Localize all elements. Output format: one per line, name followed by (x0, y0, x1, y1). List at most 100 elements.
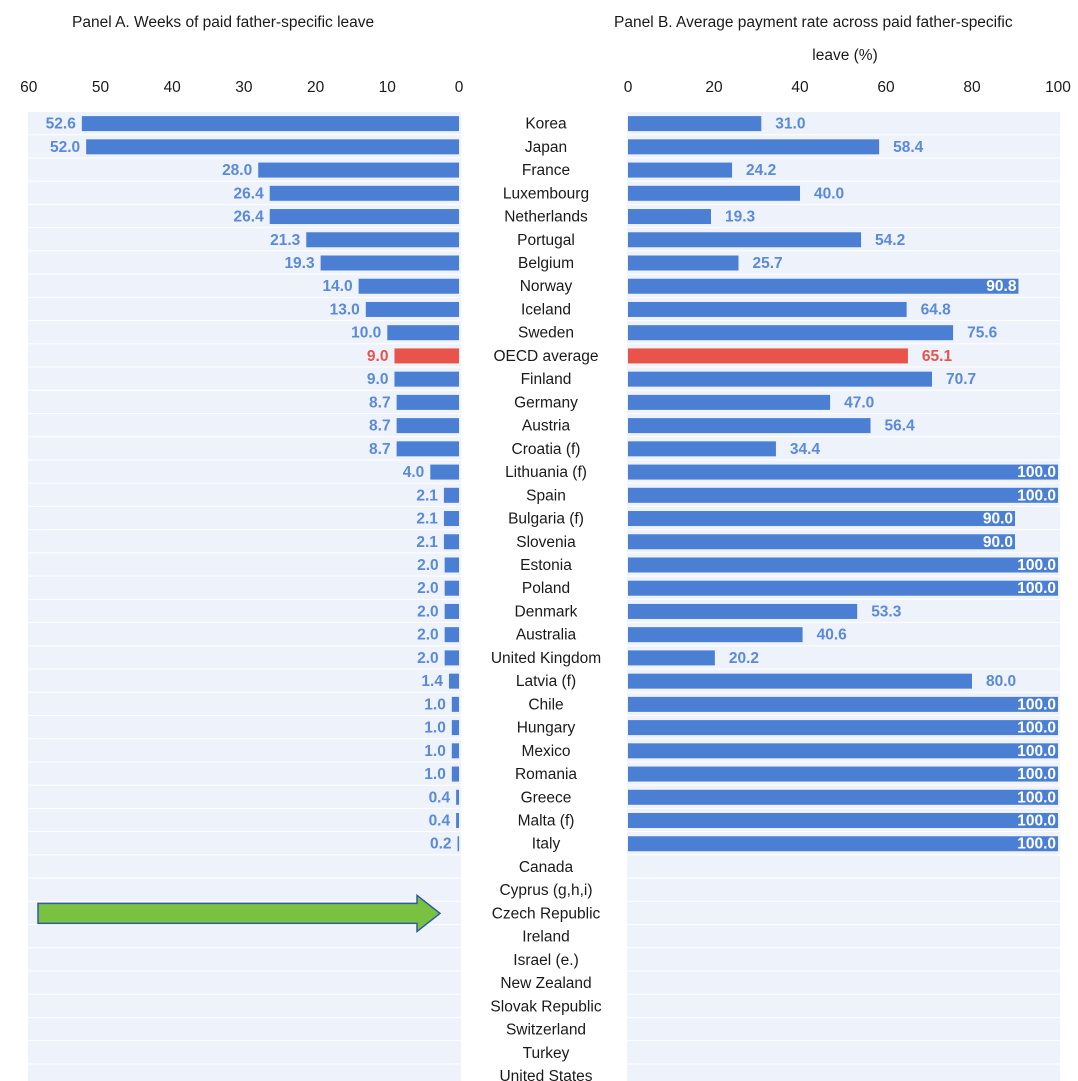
panel-a-value-hungary: 1.0 (424, 720, 446, 737)
panel-b-tick-80: 80 (963, 79, 981, 96)
panel-b-tick-20: 20 (705, 79, 723, 96)
panel-b-tick-60: 60 (877, 79, 895, 96)
country-label-japan: Japan (525, 139, 567, 156)
panel-a-value-portugal: 21.3 (270, 232, 301, 249)
country-label-slovenia: Slovenia (516, 534, 576, 551)
panel-a-value-italy: 0.2 (430, 836, 452, 853)
panel-b-bar-netherlands (628, 209, 711, 225)
country-label-oecd-average: OECD average (493, 348, 598, 365)
country-label-belgium: Belgium (518, 255, 574, 272)
band-a-bulgaria-f (28, 506, 461, 530)
panel-b-value-japan: 58.4 (893, 139, 924, 156)
band-b-turkey (627, 1041, 1060, 1064)
panel-b-bar-mexico (628, 743, 1058, 759)
band-a-turkey (28, 1041, 461, 1064)
panel-a-value-denmark: 2.0 (417, 603, 439, 620)
panel-a-bar-romania (451, 766, 459, 782)
country-label-korea: Korea (525, 116, 567, 133)
band-b-canada (627, 855, 1060, 878)
panel-b-title-line-2: leave (%) (812, 47, 877, 64)
country-label-iceland: Iceland (521, 301, 571, 318)
band-a-cyprus-g-h-i (28, 878, 461, 901)
panel-a-tick-0: 0 (455, 79, 464, 96)
panel-a-bar-japan (86, 139, 459, 155)
band-a-lithuania-f (28, 460, 461, 483)
country-label-latvia-f: Latvia (f) (516, 673, 576, 690)
panel-a-value-poland: 2.0 (417, 580, 439, 597)
panel-a-bar-malta-f (456, 813, 459, 829)
panel-a-bar-greece (456, 789, 459, 805)
panel-a-bar-chile (451, 696, 459, 712)
panel-b-bar-france (628, 162, 733, 178)
band-a-italy (28, 832, 461, 855)
panel-a-bar-sweden (387, 325, 459, 341)
band-a-united-states (28, 1064, 461, 1081)
panel-a-bar-croatia-f (396, 441, 459, 457)
panel-b-value-korea: 31.0 (775, 116, 805, 133)
band-a-finland (28, 367, 461, 390)
panel-a-bar-korea (81, 116, 459, 132)
band-b-united-states (627, 1064, 1060, 1081)
country-label-poland: Poland (522, 580, 570, 597)
panel-b-value-latvia-f: 80.0 (986, 673, 1016, 690)
panel-b-value-portugal: 54.2 (875, 232, 905, 249)
panel-b-title-line-1: Panel B. Average payment rate across pai… (614, 14, 1013, 31)
panel-b-value-croatia-f: 34.4 (790, 441, 821, 458)
panel-a-value-iceland: 13.0 (330, 301, 360, 318)
band-b-cyprus-g-h-i (627, 878, 1060, 901)
panel-b-bar-portugal (628, 232, 862, 248)
panel-b-value-romania: 100.0 (1017, 766, 1056, 783)
panel-a-bar-poland (444, 580, 459, 596)
panel-b-value-australia: 40.6 (817, 627, 848, 644)
country-label-sweden: Sweden (518, 325, 574, 342)
country-label-united-kingdom: United Kingdom (491, 650, 601, 667)
band-a-united-kingdom (28, 646, 461, 669)
band-b-czech-republic (627, 901, 1060, 925)
band-b-france (627, 158, 1060, 181)
panel-b-bar-poland (628, 580, 1058, 596)
panel-a-bar-norway (358, 278, 459, 294)
band-a-slovenia (28, 530, 461, 553)
panel-b-value-estonia: 100.0 (1017, 557, 1056, 574)
panel-a-value-chile: 1.0 (424, 696, 446, 713)
band-a-malta-f (28, 808, 461, 832)
panel-a-bar-spain (443, 487, 459, 503)
panel-a-value-latvia-f: 1.4 (421, 673, 443, 690)
panel-b-bar-croatia-f (628, 441, 776, 457)
band-a-israel-e (28, 948, 461, 971)
panel-b-value-netherlands: 19.3 (725, 209, 756, 226)
panel-b-value-malta-f: 100.0 (1017, 813, 1056, 830)
panel-a-value-lithuania-f: 4.0 (403, 464, 425, 481)
band-a-sweden (28, 321, 461, 344)
panel-b-bar-australia (628, 627, 803, 643)
country-label-united-states: United States (499, 1068, 592, 1081)
panel-a-tick-20: 20 (307, 79, 325, 96)
country-label-spain: Spain (526, 487, 566, 504)
panel-b-bar-iceland (628, 301, 907, 317)
panel-b-value-poland: 100.0 (1017, 580, 1056, 597)
band-b-ireland (627, 925, 1060, 948)
panel-b-value-bulgaria-f: 90.0 (983, 511, 1013, 528)
panel-a-tick-30: 30 (235, 79, 253, 96)
band-b-united-kingdom (627, 646, 1060, 669)
panel-a-value-spain: 2.1 (416, 487, 438, 504)
band-a-switzerland (28, 1017, 461, 1041)
country-label-slovak-republic: Slovak Republic (490, 998, 601, 1015)
panel-a-bar-finland (394, 371, 459, 387)
panel-b-value-belgium: 25.7 (753, 255, 783, 272)
panel-b-tick-40: 40 (791, 79, 809, 96)
panel-b-value-greece: 100.0 (1017, 789, 1056, 806)
panel-a-value-united-kingdom: 2.0 (417, 650, 439, 667)
axis-ticks: 60 50 40 30 20 10 0 0 20 40 60 80 100 (20, 79, 1071, 96)
panel-b-bar-united-kingdom (628, 650, 715, 666)
band-b-israel-e (627, 948, 1060, 971)
panel-b-bar-greece (628, 789, 1058, 805)
panel-a-bar-oecd-average (394, 348, 459, 364)
panel-b-value-iceland: 64.8 (921, 301, 952, 318)
panel-a-value-bulgaria-f: 2.1 (416, 511, 438, 528)
panel-a-tick-10: 10 (379, 79, 397, 96)
band-a-mexico (28, 739, 461, 762)
band-a-germany (28, 390, 461, 413)
panel-a-value-luxembourg: 26.4 (234, 185, 265, 202)
country-label-finland: Finland (521, 371, 572, 388)
